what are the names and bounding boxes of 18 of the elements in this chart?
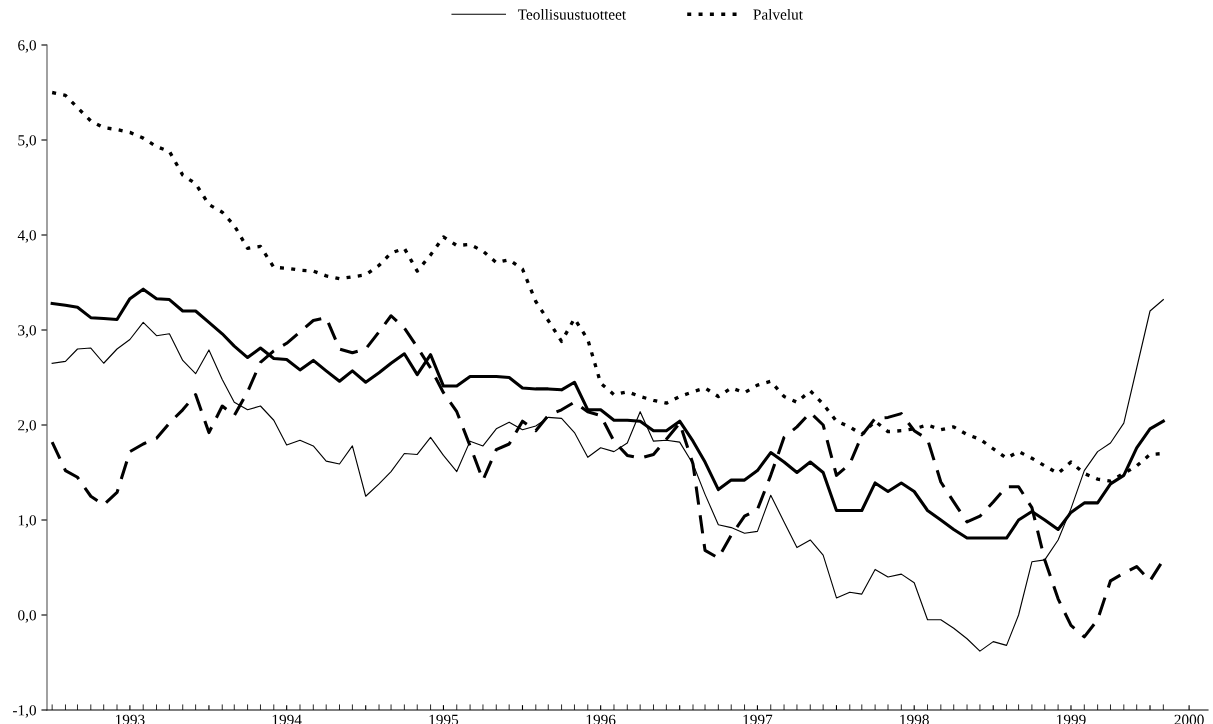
y-tick-label: 4,0 (17, 230, 36, 243)
x-tick-label: 1999 (1057, 714, 1086, 724)
x-tick-label: 1997 (743, 714, 773, 724)
y-tick-label: 3,0 (18, 325, 36, 338)
y-tick-label: 0,0 (18, 610, 36, 623)
y-tick-label: 5,0 (18, 135, 36, 148)
x-tick-label: 1995 (429, 714, 459, 724)
y-tick-label: -1,0 (12, 705, 36, 718)
x-tick-label: 1996 (586, 714, 616, 724)
x-tick-label: 1993 (115, 714, 145, 724)
legend-label: Palvelut (753, 8, 803, 20)
x-tick-label: 1998 (900, 714, 929, 724)
y-tick-label: 1,0 (18, 515, 36, 528)
y-tick-label: 6,0 (18, 40, 36, 53)
x-tick-label: 2000 (1174, 714, 1204, 724)
x-tick-label: 1994 (272, 714, 302, 724)
legend-label: Teollisuustuotteet (517, 8, 627, 20)
y-tick-label: 2,0 (18, 420, 36, 433)
